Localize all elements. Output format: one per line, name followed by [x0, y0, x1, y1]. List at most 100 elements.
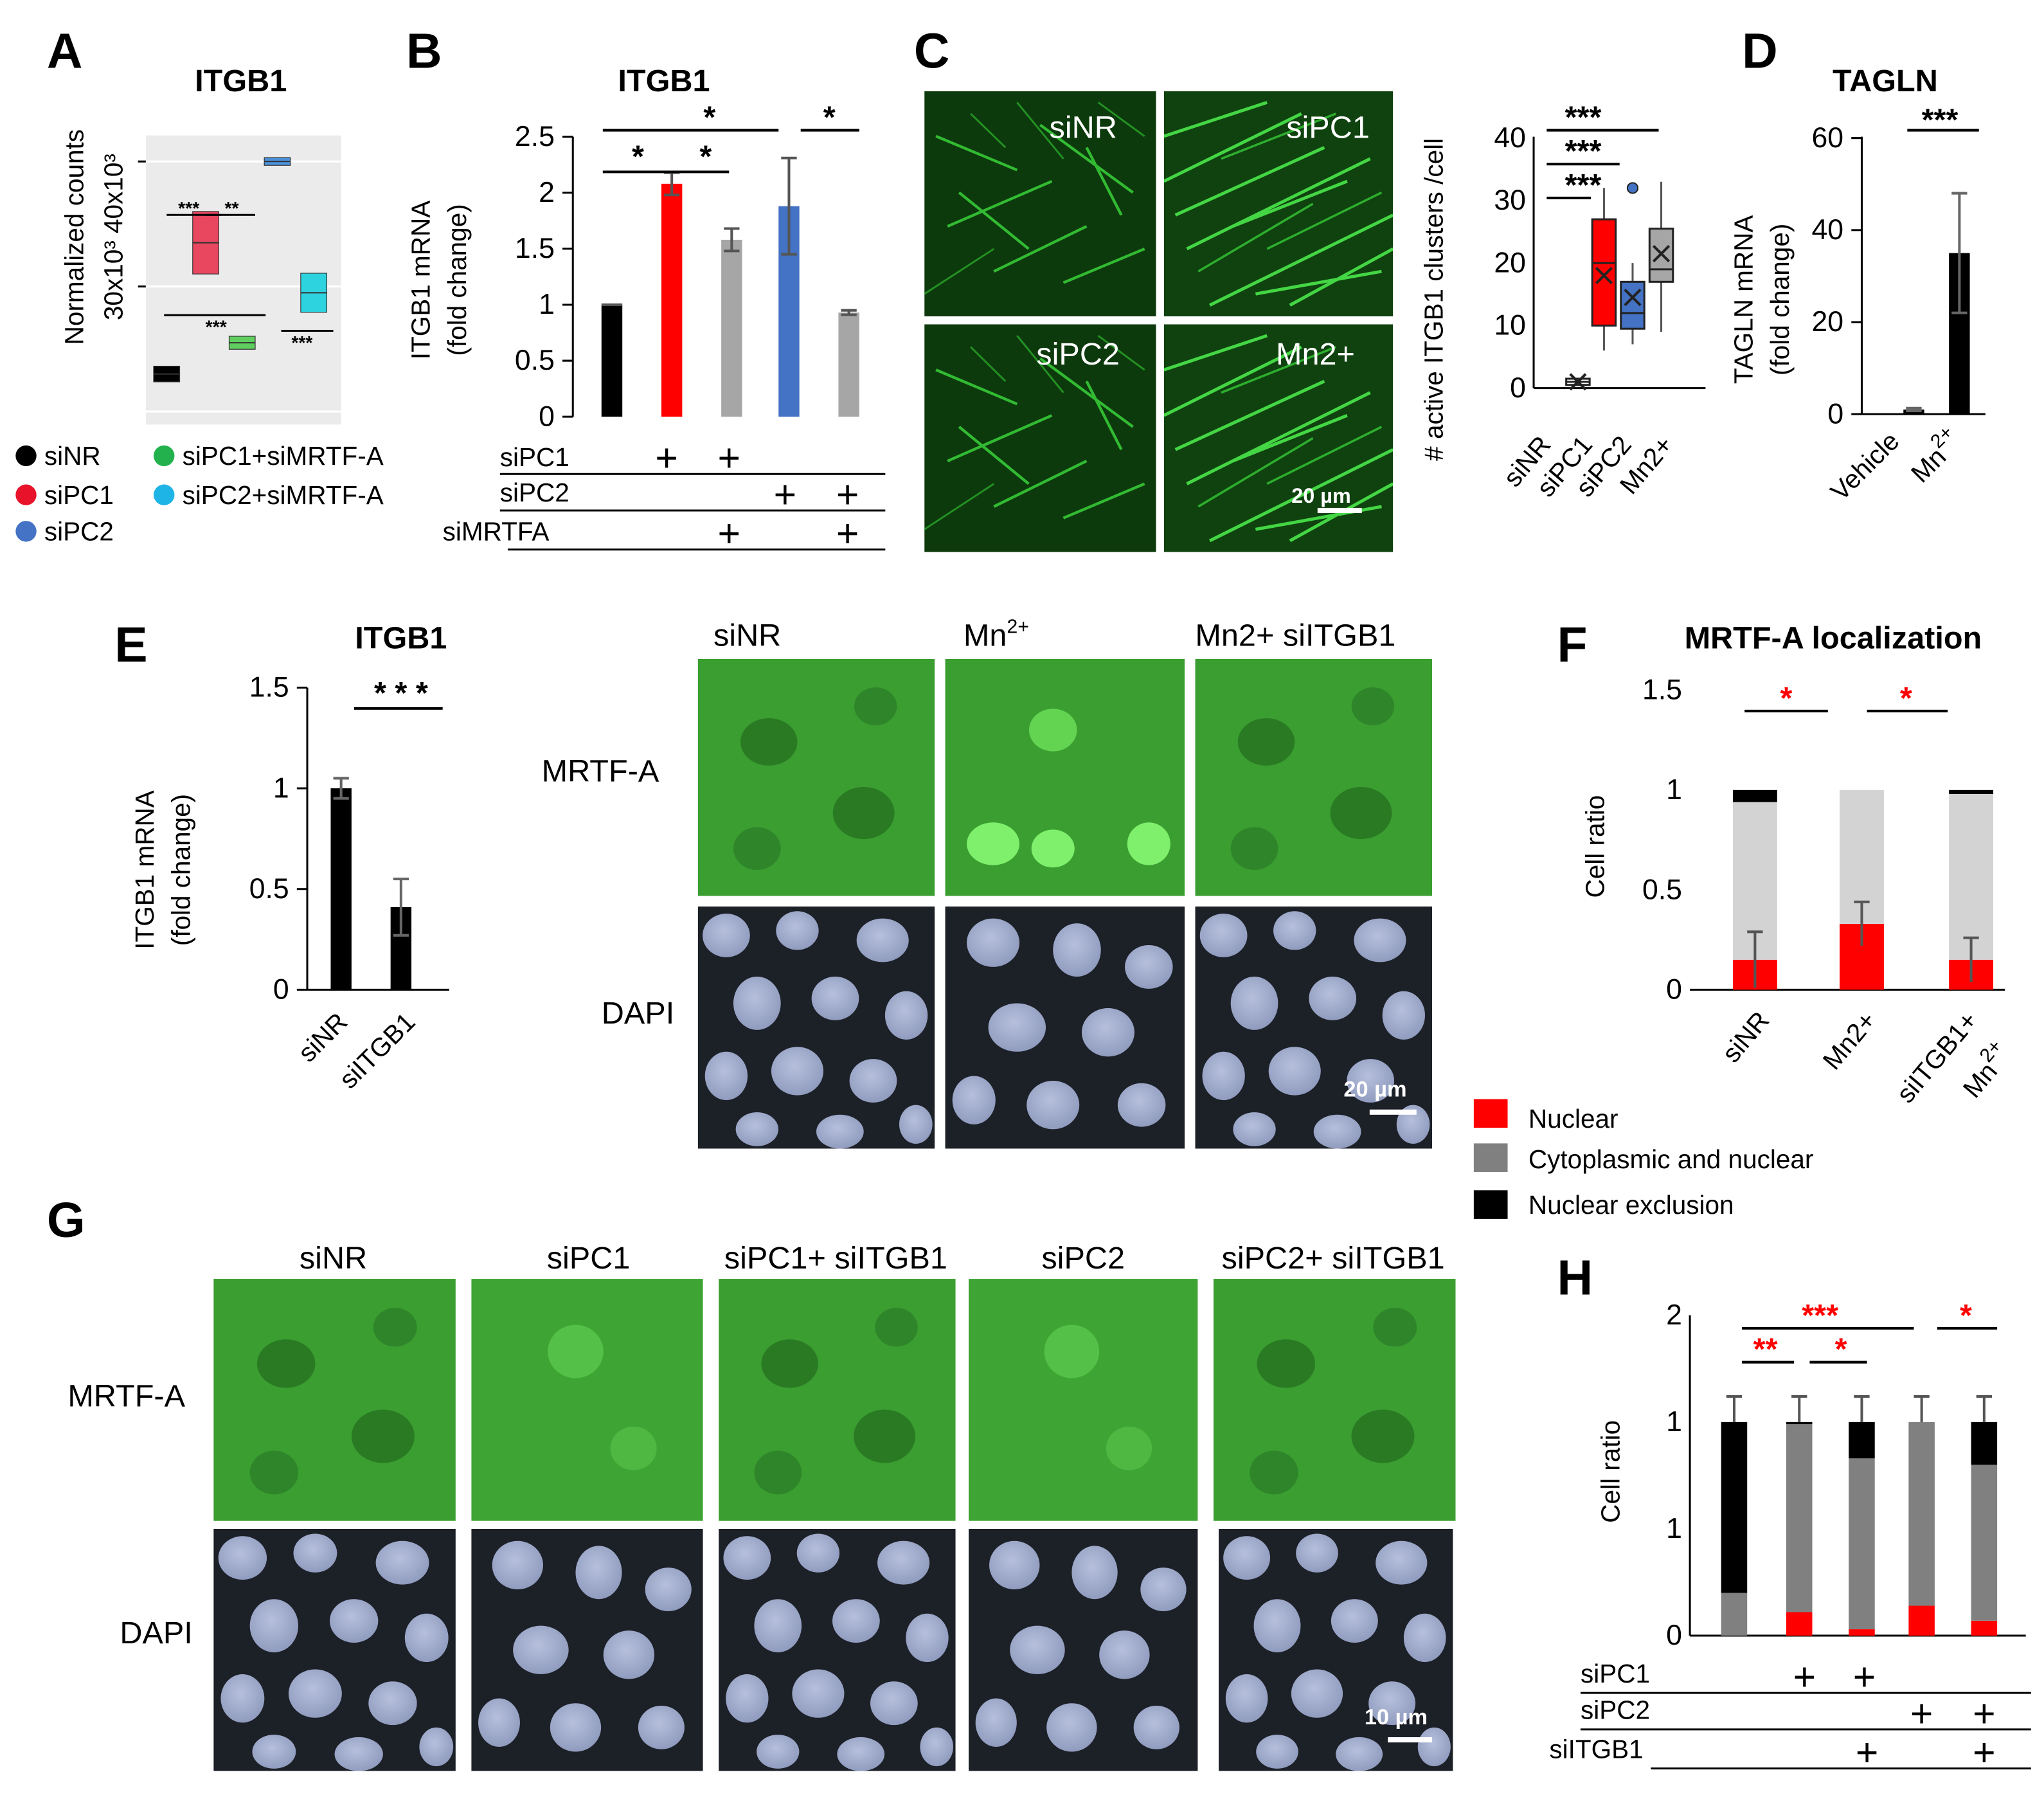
plus-mark: + — [1973, 1731, 1995, 1774]
bar-siPC2+siMRTFA — [838, 312, 859, 417]
column-header-mn: Mn — [964, 619, 1007, 653]
panel-b-star: * — [699, 139, 712, 174]
condition-label: siITGB1 — [1549, 1734, 1643, 1764]
tick-label: 20 — [1494, 247, 1526, 278]
legend-label: siNR — [44, 441, 101, 471]
plus-mark: + — [836, 512, 859, 555]
panel-h-significance — [1742, 1326, 1998, 1364]
image-label: siPC1 — [1286, 111, 1370, 145]
panel-label-h: H — [1557, 1250, 1593, 1305]
panel-e-ylabel-1: ITGB1 mRNA — [130, 790, 159, 950]
bar-segment — [1786, 1422, 1813, 1425]
panel-c-chart: # active ITGB1 clusters /cell 010203040 … — [1419, 100, 1706, 502]
image-label: siPC2 — [1036, 337, 1120, 372]
panel-c-ticks: 0 10 20 30 40 — [1494, 122, 1526, 404]
bar-siPC1+siMRTFA — [721, 239, 742, 417]
tick-label: 10 — [1494, 310, 1526, 341]
legend-dot-sipc2 — [15, 521, 37, 542]
legend-label: siPC2 — [44, 517, 114, 546]
superscript: 2+ — [1007, 615, 1029, 637]
panel-b-conditions: siPC1 siPC2 siMRTFA + + + + + + — [443, 436, 886, 555]
panel-h-conditions: siPC1 siPC2 siITGB1 + + + + + + — [1549, 1655, 2031, 1774]
category-label-mn: Mn — [1957, 1056, 2003, 1103]
tick-label: 0 — [1666, 1620, 1682, 1651]
column-header: siNR — [300, 1241, 367, 1276]
panel-h-star: * — [1835, 1332, 1847, 1367]
tick-label: 2.5 — [515, 121, 555, 152]
legend-label: siPC2+siMRTF-A — [183, 480, 384, 510]
category-label: Vehicle — [1825, 426, 1905, 507]
bar-segment — [1971, 1465, 1998, 1621]
plus-mark: + — [655, 436, 677, 480]
category-label: Mn2+ — [1901, 421, 1968, 488]
plus-mark: + — [1856, 1731, 1878, 1774]
panel-d-bars — [1903, 192, 1970, 415]
tick-label: 1.5 — [1642, 674, 1682, 706]
panel-b-star: * — [632, 139, 644, 174]
panel-a-star: *** — [178, 199, 199, 219]
tick-label: 1 — [539, 289, 555, 320]
panel-h-star: *** — [1802, 1298, 1838, 1333]
bar-segment — [1849, 1422, 1875, 1459]
column-header: siPC1 — [547, 1241, 631, 1276]
tick-label: 0 — [1666, 974, 1682, 1006]
legend-label: Nuclear exclusion — [1529, 1190, 1734, 1220]
panel-label-d: D — [1742, 23, 1778, 78]
panel-d-title: TAGLN — [1833, 64, 1938, 98]
tick-label: 1.5 — [249, 672, 289, 703]
bar-siNR — [330, 788, 352, 990]
bar-segment — [1721, 1422, 1748, 1593]
image-label: Mn2+ — [1276, 337, 1355, 372]
panel-c-boxes — [1565, 181, 1674, 391]
tick-label: 0.5 — [249, 873, 289, 905]
legend-swatch-exclusion — [1473, 1190, 1508, 1219]
panel-a-star: *** — [291, 333, 312, 354]
plus-mark: + — [1910, 1692, 1933, 1735]
panel-e-bars — [330, 777, 412, 990]
category-label: siITGB1 — [334, 1007, 421, 1094]
panel-label-a: A — [47, 23, 83, 78]
legend-label: siPC1 — [44, 480, 114, 510]
panel-h-ticks: 0 1 1 2 — [1666, 1299, 1682, 1651]
bar-segment — [1786, 1612, 1813, 1636]
panel-c-star: *** — [1565, 168, 1602, 203]
panel-d-ticks: 0 20 40 60 — [1812, 122, 1862, 429]
column-header: siPC2+ siITGB1 — [1222, 1241, 1445, 1276]
bar-segment — [1908, 1605, 1935, 1636]
tick-label: 1 — [1666, 1513, 1682, 1544]
tick-label: 1 — [273, 772, 289, 804]
panel-b-ylabel-2: (fold change) — [442, 204, 472, 356]
panel-b-ticks: 0 0.5 1 1.5 2 2.5 — [515, 121, 573, 432]
panel-d-ylabel-1: TAGLN mRNA — [1728, 215, 1758, 384]
panel-label-c: C — [914, 23, 950, 78]
panel-f-star: * — [1900, 681, 1912, 716]
scale-bar — [1369, 1109, 1417, 1115]
condition-label: siPC2 — [1581, 1695, 1650, 1725]
tick-label: 20 — [1812, 306, 1844, 338]
panel-a-boxes — [153, 157, 328, 383]
panel-b-chart: ITGB1 ITGB1 mRNA (fold change) 0 0.5 1 1.5 2… — [406, 64, 886, 555]
panel-label-e: E — [114, 617, 147, 673]
panel-e-title: ITGB1 — [355, 621, 447, 656]
panel-d-star: *** — [1922, 103, 1959, 138]
tick-label: 30 — [1494, 185, 1526, 216]
row-label: MRTF-A — [542, 754, 659, 788]
column-header: siPC1+ siITGB1 — [724, 1241, 947, 1276]
bar-segment — [1849, 1629, 1875, 1636]
bar-segment — [1949, 790, 1994, 795]
plus-mark: + — [774, 473, 796, 516]
panel-c-star: *** — [1565, 134, 1602, 168]
plus-mark: + — [1793, 1655, 1816, 1699]
panel-f-ylabel: Cell ratio — [1580, 795, 1609, 898]
tick-label: 0 — [273, 974, 289, 1006]
panel-e-chart: ITGB1 ITGB1 mRNA (fold change) 00.511.5 … — [130, 621, 449, 1094]
box-siPC1 — [1591, 218, 1617, 327]
bar-segment — [1908, 1422, 1935, 1606]
tick-label: 60 — [1812, 122, 1844, 154]
box-mean-marker — [1624, 289, 1642, 307]
column-header: Mn2+ — [964, 615, 1029, 653]
panel-h-star: ** — [1753, 1332, 1778, 1367]
tick-label: 2 — [539, 177, 555, 208]
box-mean-marker — [1569, 373, 1587, 391]
